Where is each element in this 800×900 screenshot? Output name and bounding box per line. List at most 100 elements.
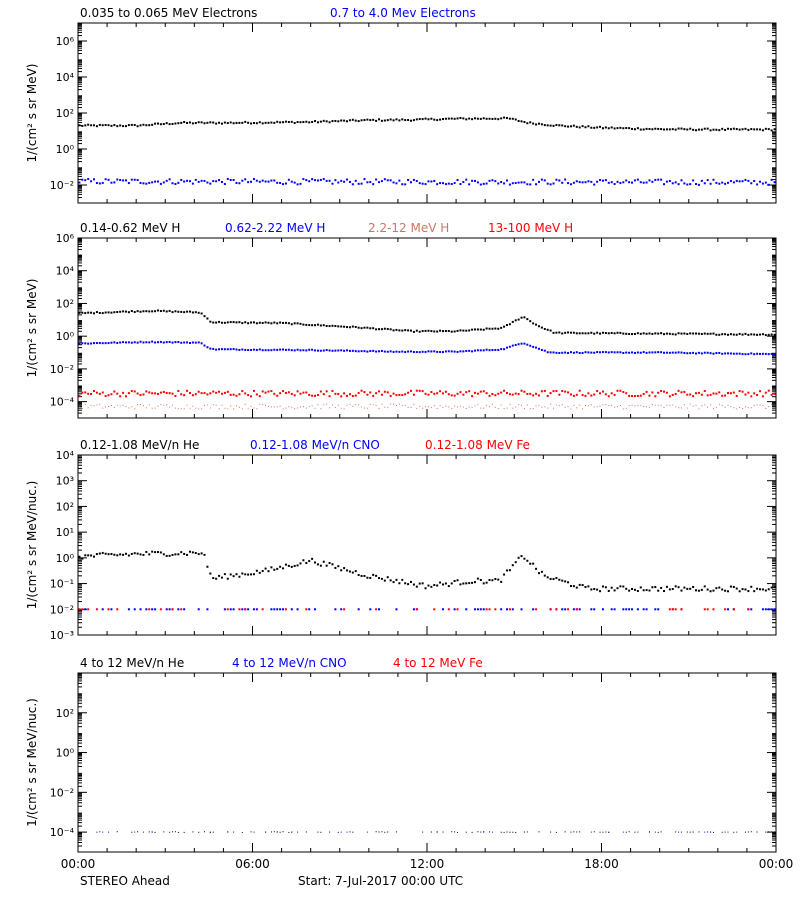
- data-point: [564, 331, 567, 334]
- data-point: [543, 179, 546, 182]
- data-point: [264, 180, 267, 183]
- data-point: [575, 351, 578, 354]
- data-point: [340, 179, 343, 182]
- y-tick-label: 10⁰: [56, 552, 75, 565]
- data-point: [355, 404, 357, 406]
- data-point: [282, 183, 285, 186]
- data-point: [732, 127, 735, 130]
- data-point: [489, 406, 491, 408]
- data-point: [508, 117, 511, 120]
- data-point: [724, 608, 727, 611]
- data-point: [305, 391, 308, 394]
- data-point: [384, 406, 386, 408]
- data-point: [700, 128, 703, 131]
- data-point: [235, 573, 238, 576]
- data-point: [348, 180, 351, 183]
- data-point: [584, 126, 587, 129]
- data-point: [523, 557, 526, 560]
- data-point: [325, 324, 328, 327]
- data-point: [340, 119, 343, 122]
- data-point: [122, 391, 125, 394]
- data-point: [200, 342, 203, 345]
- data-point: [165, 391, 168, 394]
- data-point: [139, 393, 142, 396]
- data-point: [351, 118, 354, 121]
- data-point: [506, 407, 508, 409]
- data-point: [415, 180, 418, 183]
- data-point: [383, 350, 386, 353]
- data-point: [162, 341, 165, 344]
- data-point: [590, 331, 593, 334]
- data-point: [703, 389, 706, 392]
- data-point: [561, 608, 564, 611]
- data-point: [479, 608, 482, 611]
- data-point: [544, 406, 546, 408]
- data-point: [703, 332, 706, 335]
- y-tick-label: 10²: [56, 500, 74, 513]
- data-point: [453, 608, 456, 611]
- data-point: [770, 393, 773, 396]
- data-point: [116, 554, 119, 557]
- data-point: [491, 179, 494, 182]
- data-point: [599, 831, 601, 833]
- data-point: [558, 124, 561, 127]
- data-point: [715, 333, 718, 336]
- data-point: [177, 389, 180, 392]
- data-point: [494, 327, 497, 330]
- data-point: [229, 608, 232, 611]
- data-point: [715, 587, 718, 590]
- data-point: [593, 393, 596, 396]
- data-point: [92, 124, 95, 127]
- data-point: [168, 340, 171, 343]
- data-point: [334, 324, 337, 327]
- data-point: [311, 120, 314, 123]
- data-point: [282, 121, 285, 124]
- data-point: [447, 350, 450, 353]
- data-point: [369, 327, 372, 330]
- data-point: [535, 405, 537, 407]
- data-point: [421, 390, 424, 393]
- data-point: [718, 333, 721, 336]
- data-point: [142, 393, 145, 396]
- data-point: [441, 392, 444, 395]
- data-point: [733, 831, 735, 833]
- data-point: [680, 608, 683, 611]
- data-point: [625, 407, 627, 409]
- data-point: [482, 390, 485, 393]
- data-point: [98, 392, 101, 395]
- data-point: [709, 332, 712, 335]
- data-point: [134, 831, 136, 833]
- data-point: [462, 180, 465, 183]
- data-point: [84, 608, 87, 611]
- data-point: [87, 554, 90, 557]
- data-point: [116, 608, 119, 611]
- data-point: [232, 575, 235, 578]
- data-point: [279, 121, 282, 124]
- data-point: [133, 310, 136, 313]
- data-point: [177, 608, 180, 611]
- data-point: [101, 391, 104, 394]
- data-point: [415, 585, 418, 588]
- data-point: [386, 119, 389, 122]
- data-point: [549, 183, 552, 186]
- data-point: [308, 121, 311, 124]
- data-point: [692, 831, 694, 833]
- data-point: [197, 553, 200, 556]
- data-point: [142, 123, 145, 126]
- data-point: [276, 394, 279, 397]
- data-point: [692, 351, 695, 354]
- data-point: [404, 393, 407, 396]
- data-point: [651, 351, 654, 354]
- data-point: [540, 178, 543, 181]
- data-point: [750, 608, 753, 611]
- data-point: [255, 569, 258, 572]
- data-point: [674, 333, 677, 336]
- data-point: [471, 328, 474, 331]
- data-point: [593, 831, 595, 833]
- data-point: [668, 608, 671, 611]
- data-point: [401, 183, 404, 186]
- data-point: [136, 310, 139, 313]
- data-point: [532, 562, 535, 565]
- data-point: [270, 349, 273, 352]
- data-point: [561, 390, 564, 393]
